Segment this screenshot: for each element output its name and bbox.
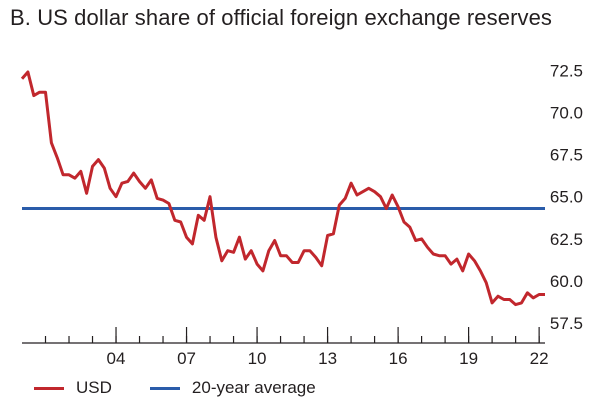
x-axis: 04 07 10 13 16 19 22 — [22, 327, 549, 368]
legend-item-average: 20-year average — [149, 378, 316, 398]
usd-series-line — [20, 70, 545, 307]
legend-swatch-usd — [34, 386, 64, 390]
x-tick-label: 13 — [318, 349, 337, 368]
legend-label-usd: USD — [76, 378, 112, 397]
x-tick-label: 07 — [177, 349, 196, 368]
x-tick-label: 22 — [530, 349, 549, 368]
y-tick-label: 62.5 — [550, 230, 583, 249]
y-axis: 57.5 60.0 62.5 65.0 67.5 70.0 72.5 — [550, 61, 583, 333]
y-tick-label: 72.5 — [550, 61, 583, 80]
x-tick-label: 16 — [389, 349, 408, 368]
series-layer — [20, 70, 545, 307]
y-tick-label: 57.5 — [550, 314, 583, 333]
x-tick-label: 19 — [459, 349, 478, 368]
x-tick-label: 10 — [248, 349, 267, 368]
y-tick-label: 70.0 — [550, 103, 583, 122]
y-tick-label: 67.5 — [550, 146, 583, 165]
legend-label-average: 20-year average — [191, 378, 316, 397]
x-tick-label: 04 — [107, 349, 126, 368]
chart-title: B. US dollar share of official foreign e… — [10, 5, 553, 30]
legend-swatch-average — [149, 386, 180, 390]
legend-item-usd: USD — [34, 378, 112, 398]
y-tick-label: 60.0 — [550, 272, 583, 291]
y-tick-label: 65.0 — [550, 188, 583, 207]
legend: USD 20-year average — [34, 378, 354, 398]
